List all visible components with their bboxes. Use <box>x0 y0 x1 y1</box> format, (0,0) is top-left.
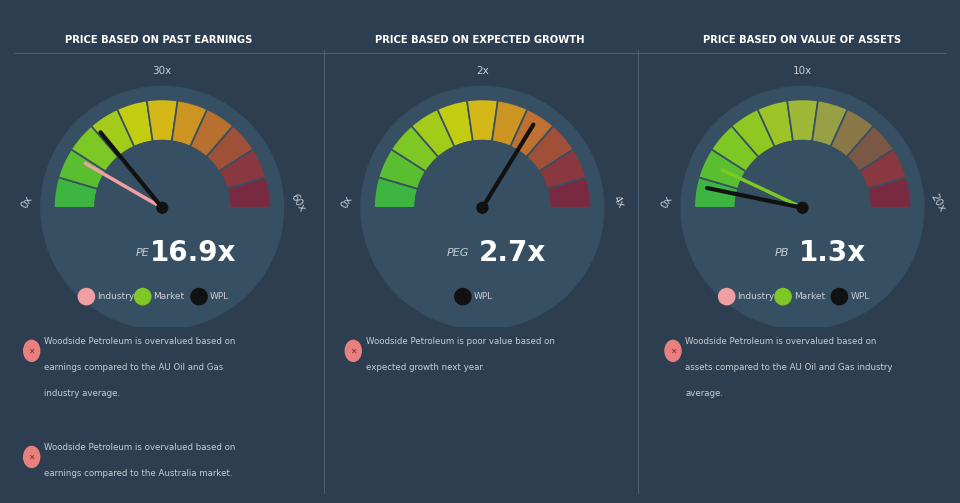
Text: Industry: Industry <box>97 292 134 301</box>
Circle shape <box>797 202 808 213</box>
Circle shape <box>361 87 604 329</box>
Circle shape <box>682 87 924 329</box>
Text: PRICE BASED ON EXPECTED GROWTH: PRICE BASED ON EXPECTED GROWTH <box>375 35 585 45</box>
Wedge shape <box>219 149 266 189</box>
Wedge shape <box>71 126 118 172</box>
Text: 16.9x: 16.9x <box>150 239 236 267</box>
Wedge shape <box>830 109 874 157</box>
Text: PE: PE <box>135 248 149 258</box>
Text: Woodside Petroleum is poor value based on: Woodside Petroleum is poor value based o… <box>366 337 555 346</box>
Wedge shape <box>859 149 906 189</box>
Text: assets compared to the AU Oil and Gas industry: assets compared to the AU Oil and Gas in… <box>685 363 893 372</box>
Wedge shape <box>378 149 426 189</box>
Text: 0x: 0x <box>660 194 675 210</box>
Text: 4x: 4x <box>611 194 625 210</box>
Wedge shape <box>867 177 911 208</box>
Text: 1.3x: 1.3x <box>800 239 867 267</box>
Text: 0x: 0x <box>340 194 354 210</box>
Wedge shape <box>732 109 775 157</box>
Wedge shape <box>511 109 553 157</box>
Wedge shape <box>59 149 106 189</box>
Text: Woodside Petroleum is overvalued based on: Woodside Petroleum is overvalued based o… <box>44 443 235 452</box>
Text: WPL: WPL <box>210 292 229 301</box>
Text: earnings compared to the Australia market.: earnings compared to the Australia marke… <box>44 469 232 478</box>
Circle shape <box>24 447 39 467</box>
Text: 10x: 10x <box>793 65 812 75</box>
Text: industry average.: industry average. <box>44 389 120 398</box>
Text: expected growth next year.: expected growth next year. <box>366 363 485 372</box>
Text: Industry: Industry <box>737 292 775 301</box>
Text: Market: Market <box>794 292 825 301</box>
Wedge shape <box>392 126 439 172</box>
Text: 20x: 20x <box>929 192 948 213</box>
Wedge shape <box>172 101 207 147</box>
Text: earnings compared to the AU Oil and Gas: earnings compared to the AU Oil and Gas <box>44 363 224 372</box>
Wedge shape <box>206 126 253 172</box>
Wedge shape <box>227 177 271 208</box>
Wedge shape <box>757 101 793 147</box>
Circle shape <box>775 289 791 305</box>
Wedge shape <box>539 149 587 189</box>
Text: 2.7x: 2.7x <box>479 239 546 267</box>
Wedge shape <box>526 126 573 172</box>
Text: WPL: WPL <box>473 292 493 301</box>
Wedge shape <box>190 109 233 157</box>
Circle shape <box>455 289 471 305</box>
Wedge shape <box>787 100 818 141</box>
Wedge shape <box>699 149 746 189</box>
Circle shape <box>95 141 229 275</box>
Text: Market: Market <box>154 292 184 301</box>
Circle shape <box>735 141 870 275</box>
Text: 2x: 2x <box>476 65 489 75</box>
Wedge shape <box>694 177 738 208</box>
Wedge shape <box>54 177 98 208</box>
Text: ✕: ✕ <box>670 347 676 355</box>
Wedge shape <box>492 101 527 147</box>
Circle shape <box>665 341 681 361</box>
Circle shape <box>416 141 549 275</box>
Wedge shape <box>117 101 153 147</box>
Circle shape <box>831 289 848 305</box>
Wedge shape <box>847 126 894 172</box>
Text: 0x: 0x <box>19 194 35 210</box>
Wedge shape <box>467 100 498 141</box>
Wedge shape <box>374 177 418 208</box>
Text: PB: PB <box>775 248 789 258</box>
Wedge shape <box>711 126 758 172</box>
Text: ✕: ✕ <box>350 347 356 355</box>
Text: ✕: ✕ <box>29 347 35 355</box>
Circle shape <box>719 289 734 305</box>
Circle shape <box>79 289 94 305</box>
Text: ✕: ✕ <box>29 453 35 461</box>
Text: Woodside Petroleum is overvalued based on: Woodside Petroleum is overvalued based o… <box>44 337 235 346</box>
Circle shape <box>346 341 361 361</box>
Wedge shape <box>547 177 590 208</box>
Circle shape <box>134 289 151 305</box>
Text: PRICE BASED ON PAST EARNINGS: PRICE BASED ON PAST EARNINGS <box>64 35 252 45</box>
Circle shape <box>156 202 168 213</box>
Wedge shape <box>438 101 473 147</box>
Text: 30x: 30x <box>153 65 172 75</box>
Circle shape <box>477 202 488 213</box>
Text: PRICE BASED ON VALUE OF ASSETS: PRICE BASED ON VALUE OF ASSETS <box>703 35 900 45</box>
Circle shape <box>24 341 39 361</box>
Text: Woodside Petroleum is overvalued based on: Woodside Petroleum is overvalued based o… <box>685 337 876 346</box>
Circle shape <box>191 289 207 305</box>
Text: WPL: WPL <box>851 292 870 301</box>
Text: 60x: 60x <box>289 192 307 213</box>
Wedge shape <box>91 109 134 157</box>
Wedge shape <box>412 109 454 157</box>
Text: PEG: PEG <box>447 248 469 258</box>
Wedge shape <box>147 100 178 141</box>
Wedge shape <box>812 101 848 147</box>
Text: average.: average. <box>685 389 724 398</box>
Circle shape <box>41 87 283 329</box>
